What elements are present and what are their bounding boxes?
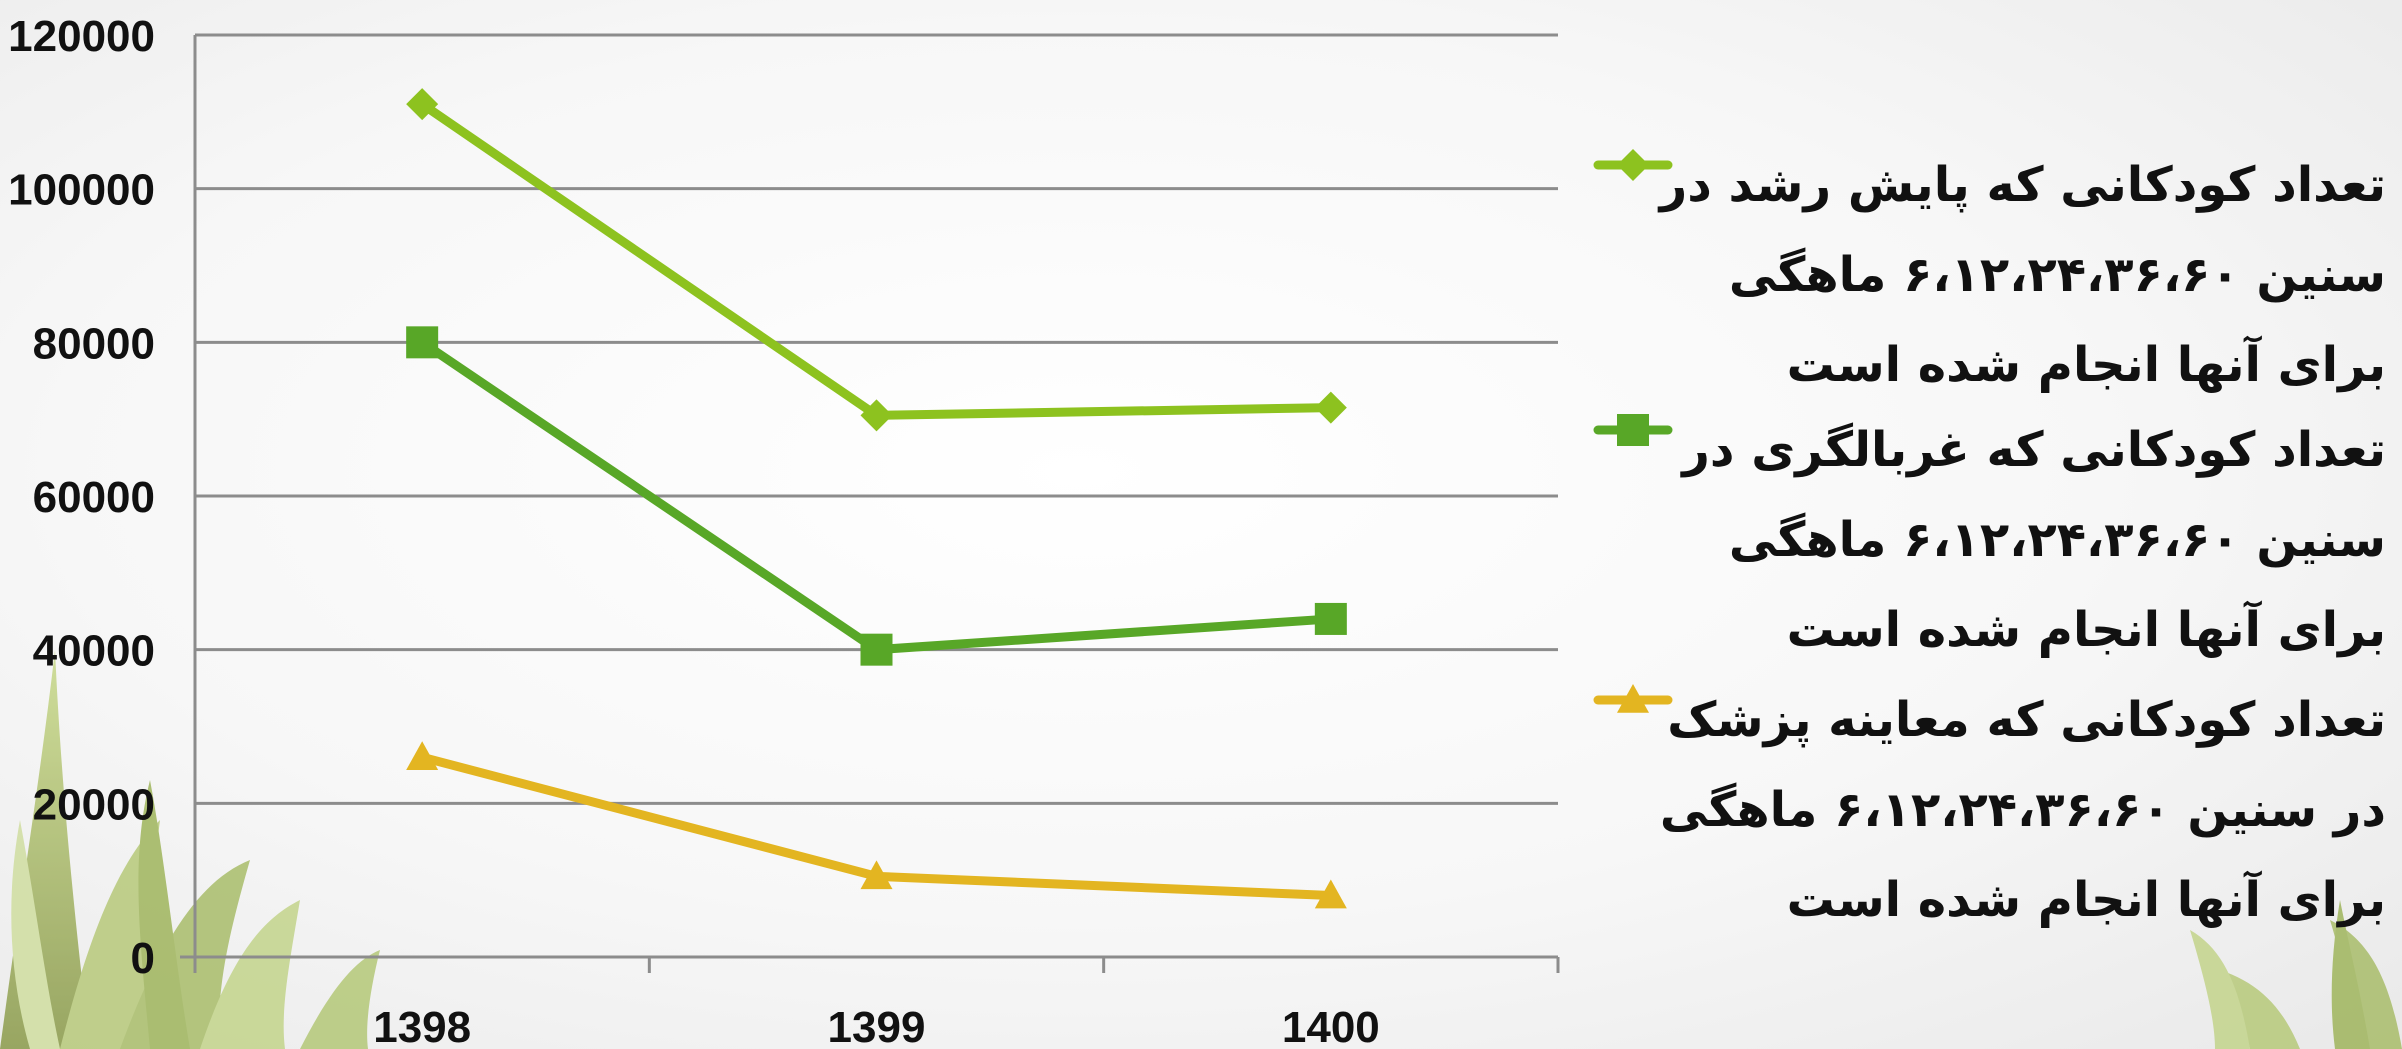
- data-point: [860, 633, 893, 666]
- series-2: [406, 326, 1347, 666]
- grass-decoration-right: [2190, 900, 2402, 1049]
- legend-symbol: [1593, 149, 1673, 181]
- data-point: [406, 88, 439, 121]
- data-point: [1314, 391, 1347, 424]
- x-tick-label: 1399: [828, 1003, 926, 1049]
- legend-entry-label: تعداد کودکانی که غربالگری در سنین ۶،۱۲،۲…: [1682, 422, 2386, 658]
- y-tick-label: 40000: [33, 627, 155, 676]
- y-tick-label: 100000: [8, 166, 155, 215]
- data-point: [406, 326, 439, 359]
- legend-entry-label: تعداد کودکانی که پایش رشد در سنین ۶،۱۲،۲…: [1659, 157, 2386, 393]
- y-tick-label: 0: [131, 934, 155, 983]
- series-1: [406, 88, 1347, 432]
- x-tick-label: 1398: [373, 1003, 471, 1049]
- x-tick-label: 1400: [1282, 1003, 1380, 1049]
- legend-symbol: [1593, 684, 1673, 713]
- y-tick-label: 60000: [33, 473, 155, 522]
- series-line: [417, 99, 1336, 420]
- axes: 0 20000 40000 60000 80000 100000 120000 1398 139…: [8, 12, 1560, 1049]
- data-point: [860, 860, 893, 890]
- legend-entry-label: تعداد کودکانی که معاینه پزشک در سنین ۶،۱…: [1659, 692, 2386, 928]
- data-point: [1314, 602, 1347, 635]
- data-point: [406, 741, 439, 771]
- grass-decoration-left: [0, 650, 380, 1049]
- y-tick-label: 80000: [33, 319, 155, 368]
- legend-symbol: [1593, 414, 1673, 446]
- data-point: [1314, 879, 1347, 909]
- series-lines: [406, 88, 1347, 909]
- y-tick-label: 120000: [8, 12, 155, 61]
- y-tick-label: 20000: [33, 780, 155, 829]
- series-3: [406, 741, 1347, 909]
- data-point: [860, 399, 893, 432]
